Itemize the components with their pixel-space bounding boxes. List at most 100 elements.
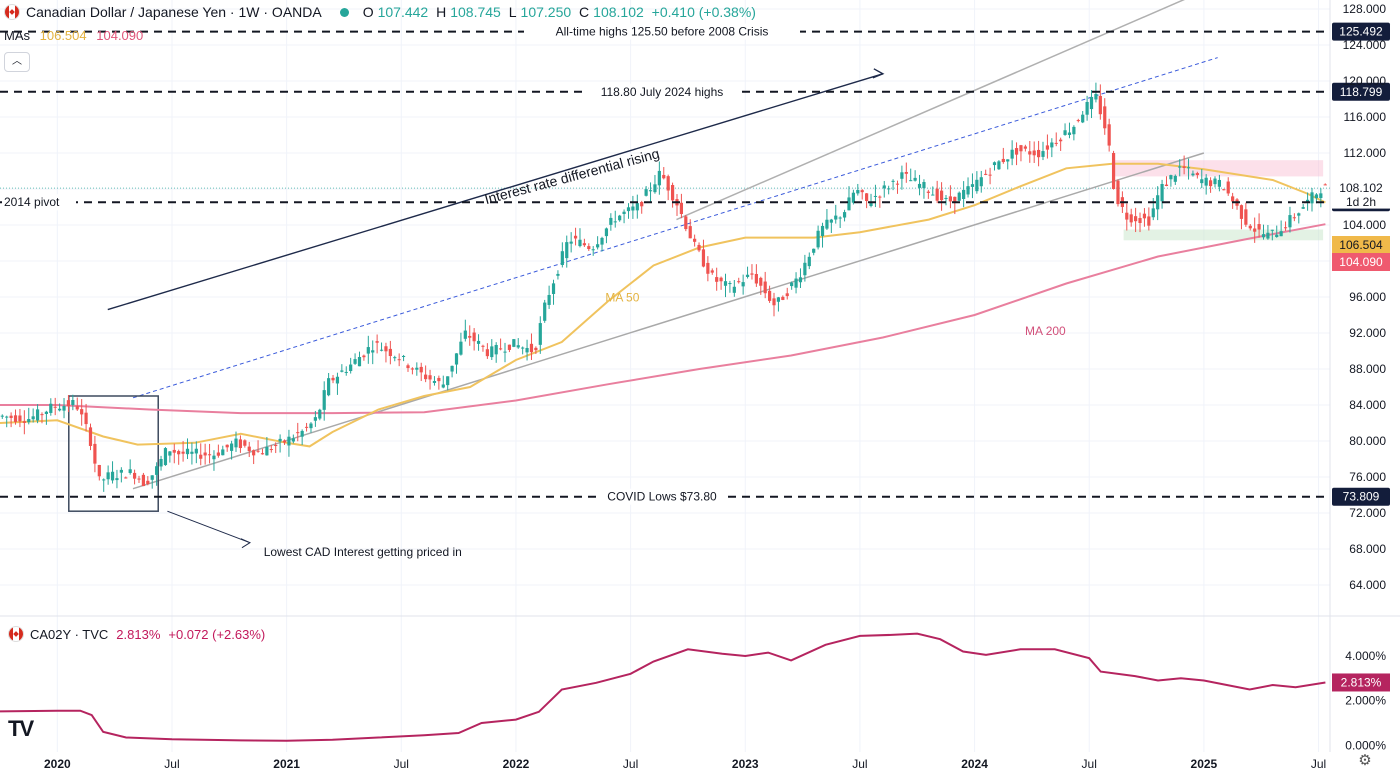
low-label: L: [508, 4, 517, 20]
candle-body: [459, 341, 463, 355]
candle-body: [27, 419, 31, 423]
candle-body: [1275, 234, 1279, 238]
candle-body: [970, 184, 975, 187]
candle-body: [1164, 184, 1169, 186]
candle-body: [604, 228, 609, 237]
candle-body: [247, 446, 251, 452]
candle-body: [49, 403, 53, 413]
covid-arrow: [167, 510, 251, 544]
candle-body: [803, 262, 807, 276]
candle-body: [953, 196, 957, 204]
candle-body: [723, 281, 728, 286]
candle-body: [419, 366, 423, 373]
candle-body: [900, 172, 904, 179]
sub-value-tag: 2.813%: [1341, 675, 1382, 689]
chart-header: Canadian Dollar / Japanese Yen · 1W · OA…: [0, 0, 760, 24]
candle-body: [529, 343, 534, 353]
gear-icon[interactable]: ⚙: [1358, 752, 1372, 769]
candle-body: [463, 330, 467, 339]
level-label-bg: [524, 23, 800, 40]
candle-body: [684, 216, 688, 230]
level-label-bg: [599, 488, 725, 505]
collapse-legend-button[interactable]: ︿: [4, 52, 30, 72]
candle-body: [1116, 180, 1120, 205]
candle-body: [618, 215, 622, 221]
candle-body: [631, 206, 635, 211]
candle-body: [648, 190, 653, 192]
candle-body: [931, 194, 935, 196]
candle-body: [962, 189, 966, 199]
subchart-title[interactable]: CA02Y · TVC: [30, 626, 109, 642]
candle-body: [238, 439, 243, 449]
candle-body: [1059, 139, 1063, 142]
candle-body: [785, 293, 789, 297]
ma-legend[interactable]: MAs 106.504 104.090: [4, 28, 143, 43]
candle-body: [454, 353, 459, 365]
candle-body: [1310, 192, 1314, 204]
candle-body: [820, 225, 825, 237]
candle-body: [1147, 216, 1151, 226]
candle-body: [825, 219, 829, 229]
candle-body: [944, 197, 948, 199]
candle-body: [441, 384, 445, 388]
high-value: 108.745: [450, 4, 501, 20]
candle-body: [221, 449, 225, 456]
candle-body: [1142, 213, 1147, 219]
price-tick-label: 76.000: [1349, 470, 1386, 484]
candle-body: [437, 377, 441, 382]
candle-body: [410, 368, 415, 370]
candle-body: [340, 370, 344, 372]
candle-body: [146, 480, 150, 485]
candle-body: [754, 273, 758, 284]
level-tag-bg: [1332, 22, 1390, 41]
candle-body: [97, 464, 101, 477]
candle-body: [1014, 148, 1019, 155]
candle-body: [909, 180, 913, 182]
candle-body: [657, 170, 661, 186]
candle-body: [53, 406, 57, 408]
candle-body: [1103, 106, 1107, 129]
ca02y-line: [0, 632, 1326, 742]
candle-body: [573, 235, 578, 239]
candle-body: [291, 438, 295, 442]
candle-body: [525, 347, 529, 353]
candle-body: [375, 341, 379, 343]
rate-diff-arrow: [107, 73, 884, 311]
candle-body: [88, 427, 93, 446]
upper-channel-line: [132, 57, 1218, 399]
candle-body: [194, 448, 198, 454]
candle-body: [424, 374, 428, 380]
candle-body: [1323, 184, 1327, 186]
symbol-title[interactable]: Canadian Dollar / Japanese Yen · 1W · OA…: [26, 4, 322, 20]
close-value: 108.102: [593, 4, 644, 20]
candle-body: [331, 377, 335, 381]
candle-body: [102, 479, 106, 481]
candle-body: [274, 445, 278, 447]
candle-body: [159, 458, 163, 467]
covid-arrowhead: [240, 538, 252, 549]
sub-value-tag-bg: [1332, 673, 1390, 692]
candle-body: [1173, 175, 1177, 182]
candle-body: [80, 409, 84, 415]
tradingview-logo[interactable]: TV: [8, 716, 34, 741]
candle-body: [1186, 167, 1191, 169]
candle-body: [1085, 101, 1089, 115]
candle-body: [1129, 214, 1133, 223]
candle-body: [984, 173, 988, 175]
candle-body: [895, 183, 900, 185]
candle-body: [304, 426, 309, 428]
price-tick-label: 92.000: [1349, 326, 1386, 340]
candle-body: [737, 281, 741, 283]
candle-body: [935, 188, 939, 201]
candle-body: [379, 349, 384, 351]
candle-body: [1111, 153, 1116, 189]
candle-body: [296, 432, 300, 434]
candle-body: [1301, 207, 1305, 209]
price-tick-label: 64.000: [1349, 578, 1386, 592]
candle-body: [485, 349, 489, 357]
candle-body: [490, 346, 494, 358]
candle-body: [1098, 95, 1102, 115]
candle-body: [1019, 145, 1023, 152]
ma200-line: [0, 223, 1326, 415]
